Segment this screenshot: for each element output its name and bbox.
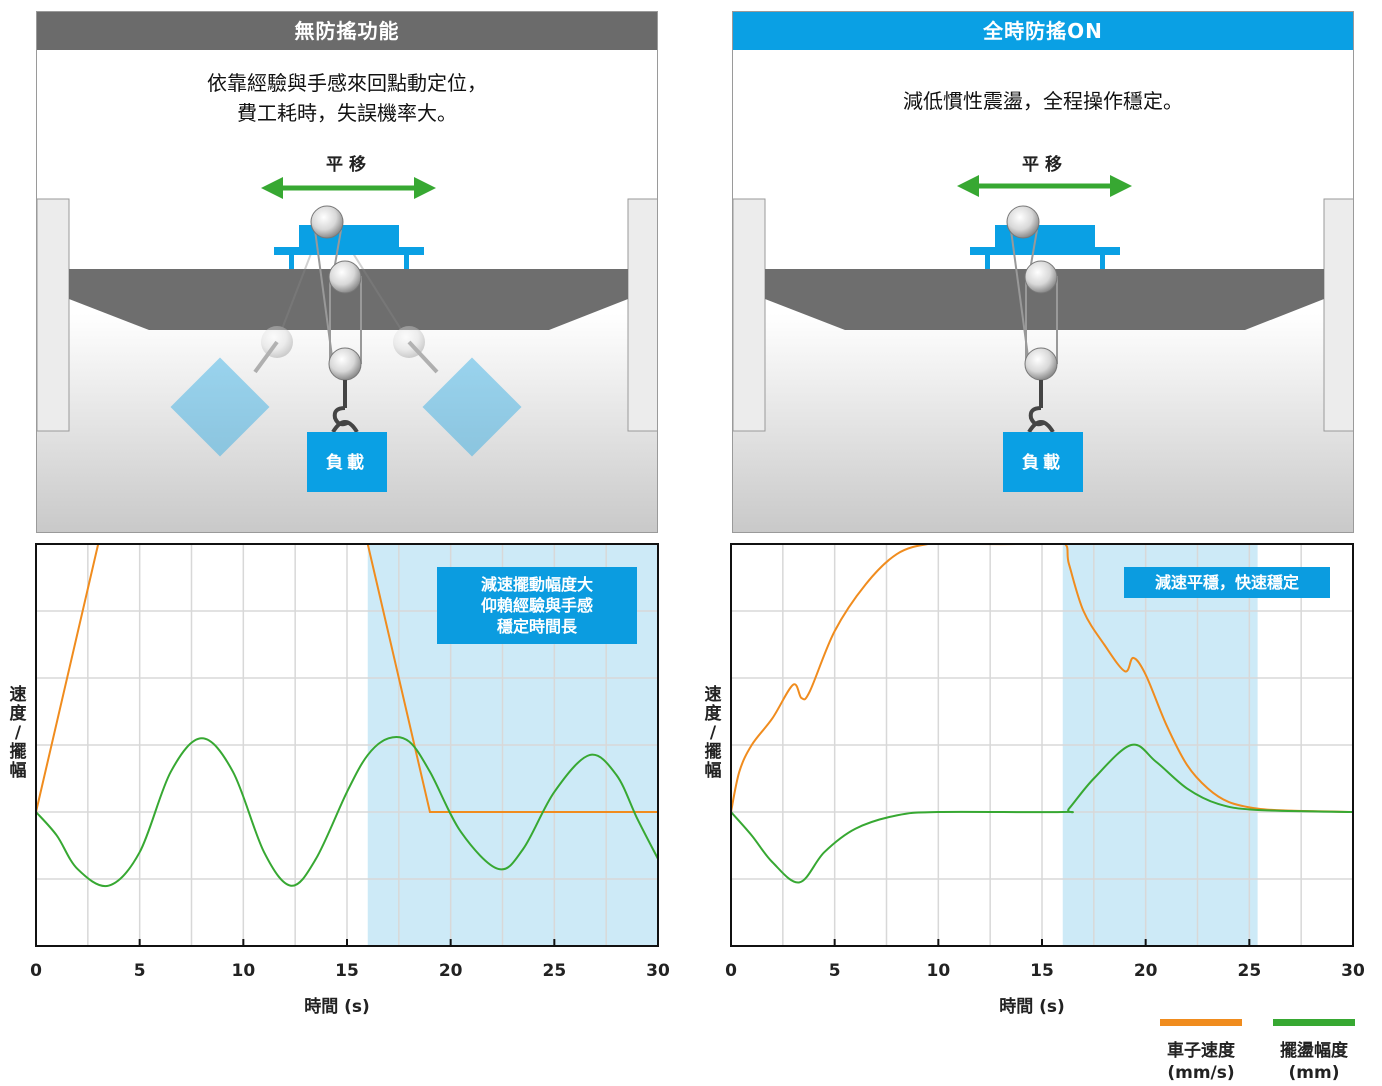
y-axis-label-char: / bbox=[14, 723, 22, 743]
load-box bbox=[1003, 432, 1083, 492]
legend-swatch-sway bbox=[1273, 1019, 1355, 1026]
legend-label-sway-text: 擺盪幅度 (mm) bbox=[1280, 1041, 1348, 1083]
series-line-sway bbox=[730, 743, 1354, 884]
chart-anti-sway: 減速平穩，快速穩定 bbox=[730, 540, 1354, 947]
y-axis-label-char: 度 bbox=[9, 704, 27, 724]
chart-annotation: 減速擺動幅度大 仰賴經驗與手感 穩定時間長 bbox=[437, 567, 637, 644]
y-axis-label-char: 擺 bbox=[9, 742, 27, 762]
upper-pulley bbox=[328, 260, 362, 294]
x-tick-label: 20 bbox=[1133, 961, 1158, 981]
move-arrow-icon bbox=[957, 175, 1132, 197]
y-axis-label-char: 速 bbox=[704, 685, 722, 705]
x-tick-label: 25 bbox=[1237, 961, 1262, 981]
hook-icon bbox=[331, 380, 359, 434]
chart-plot-area bbox=[730, 540, 1354, 947]
x-tick-label: 25 bbox=[542, 961, 567, 981]
description-line-2: 費工耗時，失誤機率大。 bbox=[237, 101, 457, 125]
load-label: 負載 bbox=[1022, 452, 1064, 473]
x-tick-label: 0 bbox=[30, 961, 42, 981]
hook-icon bbox=[1027, 380, 1055, 434]
left-pillar bbox=[733, 198, 766, 432]
x-tick-label: 0 bbox=[725, 961, 737, 981]
y-axis-label-char: / bbox=[709, 723, 717, 743]
x-axis-label-left: 時間 (s) bbox=[304, 997, 370, 1017]
trolley-pulley bbox=[310, 205, 344, 239]
anti-sway-panel: 全時防搖ON 減低慣性震盪，全程操作穩定。 平移 bbox=[732, 11, 1354, 533]
x-tick-label: 5 bbox=[133, 961, 146, 981]
series-line-speed bbox=[730, 540, 1354, 813]
series-line-sway bbox=[35, 735, 659, 888]
chart-annotation: 減速平穩，快速穩定 bbox=[1124, 567, 1330, 598]
legend-swatch-speed bbox=[1160, 1019, 1242, 1026]
load-label: 負載 bbox=[326, 452, 368, 473]
right-pillar bbox=[627, 198, 657, 432]
legend-label-speed-text: 車子速度 (mm/s) bbox=[1167, 1041, 1235, 1083]
right-pillar bbox=[1323, 198, 1353, 432]
x-tick-label: 5 bbox=[828, 961, 841, 981]
annotation-line-1: 減速擺動幅度大 bbox=[480, 575, 593, 594]
y-axis-label-char: 度 bbox=[704, 704, 722, 724]
upper-pulley bbox=[1024, 260, 1058, 294]
panel-description: 依靠經驗與手感來回點動定位， 費工耗時，失誤機率大。 bbox=[37, 68, 657, 128]
y-axis-label-left: 速度 / 擺幅 bbox=[6, 686, 30, 781]
y-axis-label-char: 幅 bbox=[704, 761, 722, 781]
crane-illustration: 平移 負載 bbox=[733, 154, 1353, 492]
panel-banner-no-anti-sway: 無防搖功能 bbox=[37, 12, 657, 50]
swing-ghost-left bbox=[170, 211, 328, 457]
panel-description: 減低慣性震盪，全程操作穩定。 bbox=[733, 86, 1353, 116]
x-tick-label: 10 bbox=[231, 961, 256, 981]
y-axis-label-right: 速度 / 擺幅 bbox=[701, 686, 725, 781]
annotation-line-2: 仰賴經驗與手感 bbox=[480, 596, 593, 615]
description-line-1: 依靠經驗與手感來回點動定位， bbox=[207, 71, 487, 95]
left-pillar bbox=[37, 198, 70, 432]
no-anti-sway-panel: 無防搖功能 依靠經驗與手感來回點動定位， 費工耗時，失誤機率大。 平移 bbox=[36, 11, 658, 533]
y-axis-label-char: 幅 bbox=[9, 761, 27, 781]
crane-beam bbox=[69, 269, 628, 330]
crane-illustration: 平移 bbox=[37, 154, 657, 492]
x-tick-label: 15 bbox=[335, 961, 359, 981]
move-label: 平移 bbox=[326, 154, 372, 175]
chart-no-anti-sway: 減速擺動幅度大 仰賴經驗與手感 穩定時間長 bbox=[35, 543, 659, 947]
panel-banner-anti-sway: 全時防搖ON bbox=[733, 12, 1353, 50]
x-tick-label: 15 bbox=[1030, 961, 1054, 981]
y-axis-label-char: 速 bbox=[9, 685, 27, 705]
lower-pulley bbox=[328, 347, 362, 381]
annotation-line-3: 穩定時間長 bbox=[496, 617, 577, 636]
move-label: 平移 bbox=[1022, 154, 1068, 175]
x-tick-label: 10 bbox=[926, 961, 951, 981]
x-tick-label: 20 bbox=[438, 961, 463, 981]
legend-label-speed: 車子速度 (mm/s) bbox=[1146, 1040, 1256, 1084]
crane-beam bbox=[765, 269, 1324, 330]
x-tick-label: 30 bbox=[646, 961, 670, 981]
lower-pulley bbox=[1024, 347, 1058, 381]
description-line-1: 減低慣性震盪，全程操作穩定。 bbox=[903, 89, 1183, 113]
legend-label-sway: 擺盪幅度 (mm) bbox=[1259, 1040, 1369, 1084]
load-box bbox=[307, 432, 387, 492]
x-axis-label-right: 時間 (s) bbox=[999, 997, 1065, 1017]
annotation-line-1: 減速平穩，快速穩定 bbox=[1154, 573, 1299, 592]
trolley-pulley bbox=[1006, 205, 1040, 239]
x-tick-label: 30 bbox=[1341, 961, 1365, 981]
y-axis-label-char: 擺 bbox=[704, 742, 722, 762]
move-arrow-icon bbox=[261, 177, 436, 199]
